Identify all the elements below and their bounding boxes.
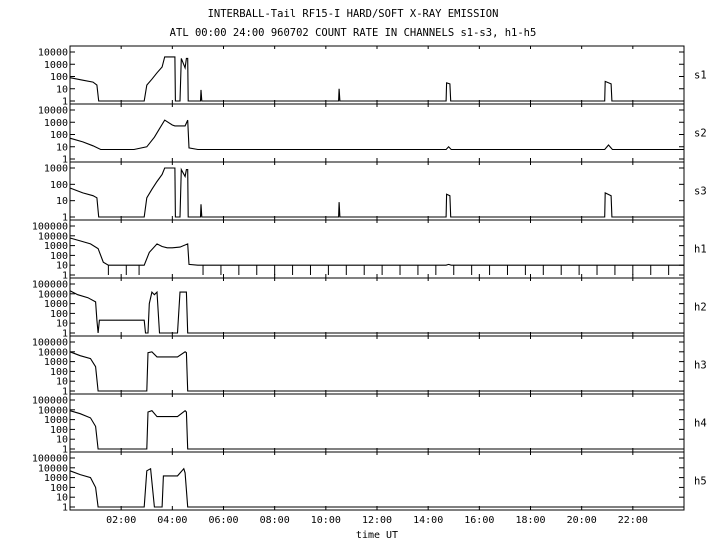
x-axis: 02:00 04:00 06:00 08:00 10:00 12:00 14:00 16:00… bbox=[106, 515, 648, 526]
panel-frame bbox=[69, 393, 685, 453]
x-tick-label: 04:00 bbox=[157, 515, 187, 526]
x-tick-label: 02:00 bbox=[106, 515, 136, 526]
channel-label-h3: h3 bbox=[694, 360, 707, 372]
panel-frame bbox=[69, 219, 685, 279]
y-tick-label: 100 bbox=[50, 130, 68, 141]
y-tick-label: 10 bbox=[56, 142, 68, 153]
y-tick-label: 100 bbox=[50, 309, 68, 320]
series-line-s1 bbox=[69, 56, 684, 102]
panel-frame bbox=[69, 335, 685, 395]
series-line-h4 bbox=[69, 409, 684, 450]
panel-s3: 1000 100 10 1 s3 bbox=[44, 161, 707, 224]
x-tick-label: 22:00 bbox=[618, 515, 648, 526]
y-tick-label: 10000 bbox=[38, 231, 68, 242]
x-tick-label: 08:00 bbox=[260, 515, 290, 526]
x-tick-label: 20:00 bbox=[567, 515, 597, 526]
y-tick-label: 1000 bbox=[44, 164, 68, 175]
chart-subtitle: ATL 00:00 24:00 960702 COUNT RATE IN CHA… bbox=[170, 27, 537, 39]
series-line-h5 bbox=[69, 467, 684, 508]
panel-frame bbox=[69, 103, 685, 163]
y-tick-label: 100 bbox=[50, 367, 68, 378]
panel-frame bbox=[69, 277, 685, 337]
channel-panels: 100001000100101s1100001000100101s2100010… bbox=[32, 45, 707, 514]
x-tick-label: 12:00 bbox=[362, 515, 392, 526]
y-tick-label: 1000 bbox=[44, 357, 68, 368]
y-tick-label: 10000 bbox=[38, 405, 68, 416]
y-tick-label: 10 bbox=[56, 435, 68, 446]
y-tick-label: 100 bbox=[50, 180, 68, 191]
y-tick-label: 100 bbox=[50, 425, 68, 436]
series-line-h3 bbox=[69, 351, 684, 392]
series-line-s3 bbox=[69, 167, 684, 218]
y-tick-label: 1000 bbox=[44, 60, 68, 71]
y-tick-label: 1 bbox=[62, 155, 68, 166]
y-tick-label: 1000 bbox=[44, 118, 68, 129]
y-tick-label: 100000 bbox=[32, 396, 68, 407]
x-tick-label: 14:00 bbox=[413, 515, 443, 526]
y-tick-label: 10 bbox=[56, 493, 68, 504]
x-tick-label: 10:00 bbox=[311, 515, 341, 526]
y-tick-label: 10000 bbox=[38, 106, 68, 117]
y-tick-label: 1 bbox=[62, 387, 68, 398]
y-tick-label: 1 bbox=[62, 329, 68, 340]
y-tick-label: 1000 bbox=[44, 415, 68, 426]
series-line-s2 bbox=[69, 119, 684, 151]
y-tick-label: 1000 bbox=[44, 473, 68, 484]
channel-label-h4: h4 bbox=[694, 418, 707, 430]
y-tick-label: 100000 bbox=[32, 454, 68, 465]
panel-frame bbox=[69, 161, 685, 221]
x-tick-label: 16:00 bbox=[464, 515, 494, 526]
y-tick-label: 1000 bbox=[44, 241, 68, 252]
y-tick-label: 10000 bbox=[38, 289, 68, 300]
panel-frame bbox=[69, 45, 685, 105]
y-tick-label: 10000 bbox=[38, 347, 68, 358]
series-line-h2 bbox=[69, 290, 684, 334]
x-tick-label: 18:00 bbox=[515, 515, 545, 526]
x-axis-label: time UT bbox=[356, 530, 398, 541]
y-tick-label: 100000 bbox=[32, 338, 68, 349]
y-tick-label: 10 bbox=[56, 84, 68, 95]
channel-label-h2: h2 bbox=[694, 302, 707, 314]
channel-label-s2: s2 bbox=[694, 128, 707, 140]
y-tick-label: 1 bbox=[62, 271, 68, 282]
y-tick-label: 1000 bbox=[44, 299, 68, 310]
y-tick-label: 10 bbox=[56, 377, 68, 388]
series-line-h1 bbox=[69, 237, 684, 266]
channel-label-s3: s3 bbox=[694, 186, 707, 198]
y-tick-label: 1 bbox=[62, 445, 68, 456]
y-tick-label: 10000 bbox=[38, 463, 68, 474]
chart-title: INTERBALL-Tail RF15-I HARD/SOFT X-RAY EM… bbox=[208, 8, 499, 20]
channel-label-h1: h1 bbox=[694, 244, 707, 256]
y-tick-label: 1 bbox=[62, 503, 68, 514]
y-tick-label: 100 bbox=[50, 72, 68, 83]
y-tick-label: 1 bbox=[62, 97, 68, 108]
y-tick-label: 10 bbox=[56, 261, 68, 272]
y-tick-label: 100000 bbox=[32, 280, 68, 291]
channel-label-s1: s1 bbox=[694, 70, 707, 82]
y-tick-label: 10 bbox=[56, 196, 68, 207]
y-tick-label: 100 bbox=[50, 483, 68, 494]
x-tick-label: 06:00 bbox=[208, 515, 238, 526]
y-tick-label: 10 bbox=[56, 319, 68, 330]
channel-label-h5: h5 bbox=[694, 476, 707, 488]
y-tick-label: 10000 bbox=[38, 48, 68, 59]
y-tick-label: 100 bbox=[50, 251, 68, 262]
y-tick-label: 1 bbox=[62, 213, 68, 224]
y-tick-label: 100000 bbox=[32, 222, 68, 233]
